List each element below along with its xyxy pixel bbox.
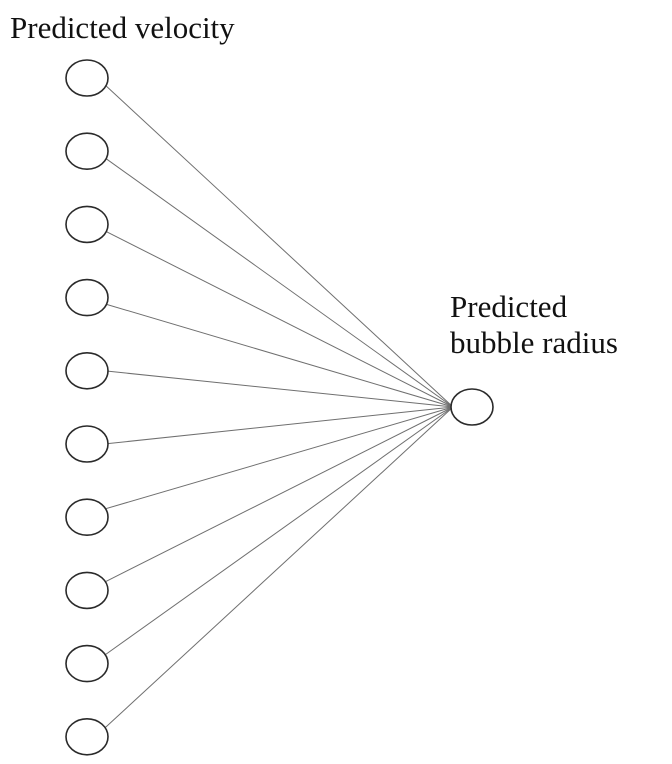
connection-edge <box>103 406 454 510</box>
connection-edge <box>103 406 454 657</box>
input-node <box>65 205 109 244</box>
connection-edge <box>103 156 454 408</box>
connection-edge <box>103 406 454 730</box>
output-layer-label-line2: bubble radius <box>450 325 618 360</box>
connection-edge <box>103 229 454 408</box>
output-layer-label: Predicted bubble radius <box>450 289 618 361</box>
connection-edge <box>103 406 454 583</box>
connection-edge <box>103 370 454 408</box>
input-layer-nodes <box>65 59 109 756</box>
input-node <box>65 717 109 756</box>
input-node <box>65 132 109 170</box>
input-node <box>65 498 109 537</box>
input-node <box>65 425 109 463</box>
output-layer-label-line1: Predicted <box>450 289 568 324</box>
connection-edge <box>103 406 454 445</box>
input-node <box>65 351 109 390</box>
output-node <box>450 388 494 426</box>
connection-edges <box>103 83 454 730</box>
input-node <box>65 571 109 610</box>
input-node <box>65 278 109 317</box>
output-layer-nodes <box>450 388 494 426</box>
connection-edge <box>103 83 454 408</box>
input-node <box>65 644 109 683</box>
input-layer-label: Predicted velocity <box>10 10 235 45</box>
connection-edge <box>103 303 454 408</box>
input-node <box>65 59 109 97</box>
